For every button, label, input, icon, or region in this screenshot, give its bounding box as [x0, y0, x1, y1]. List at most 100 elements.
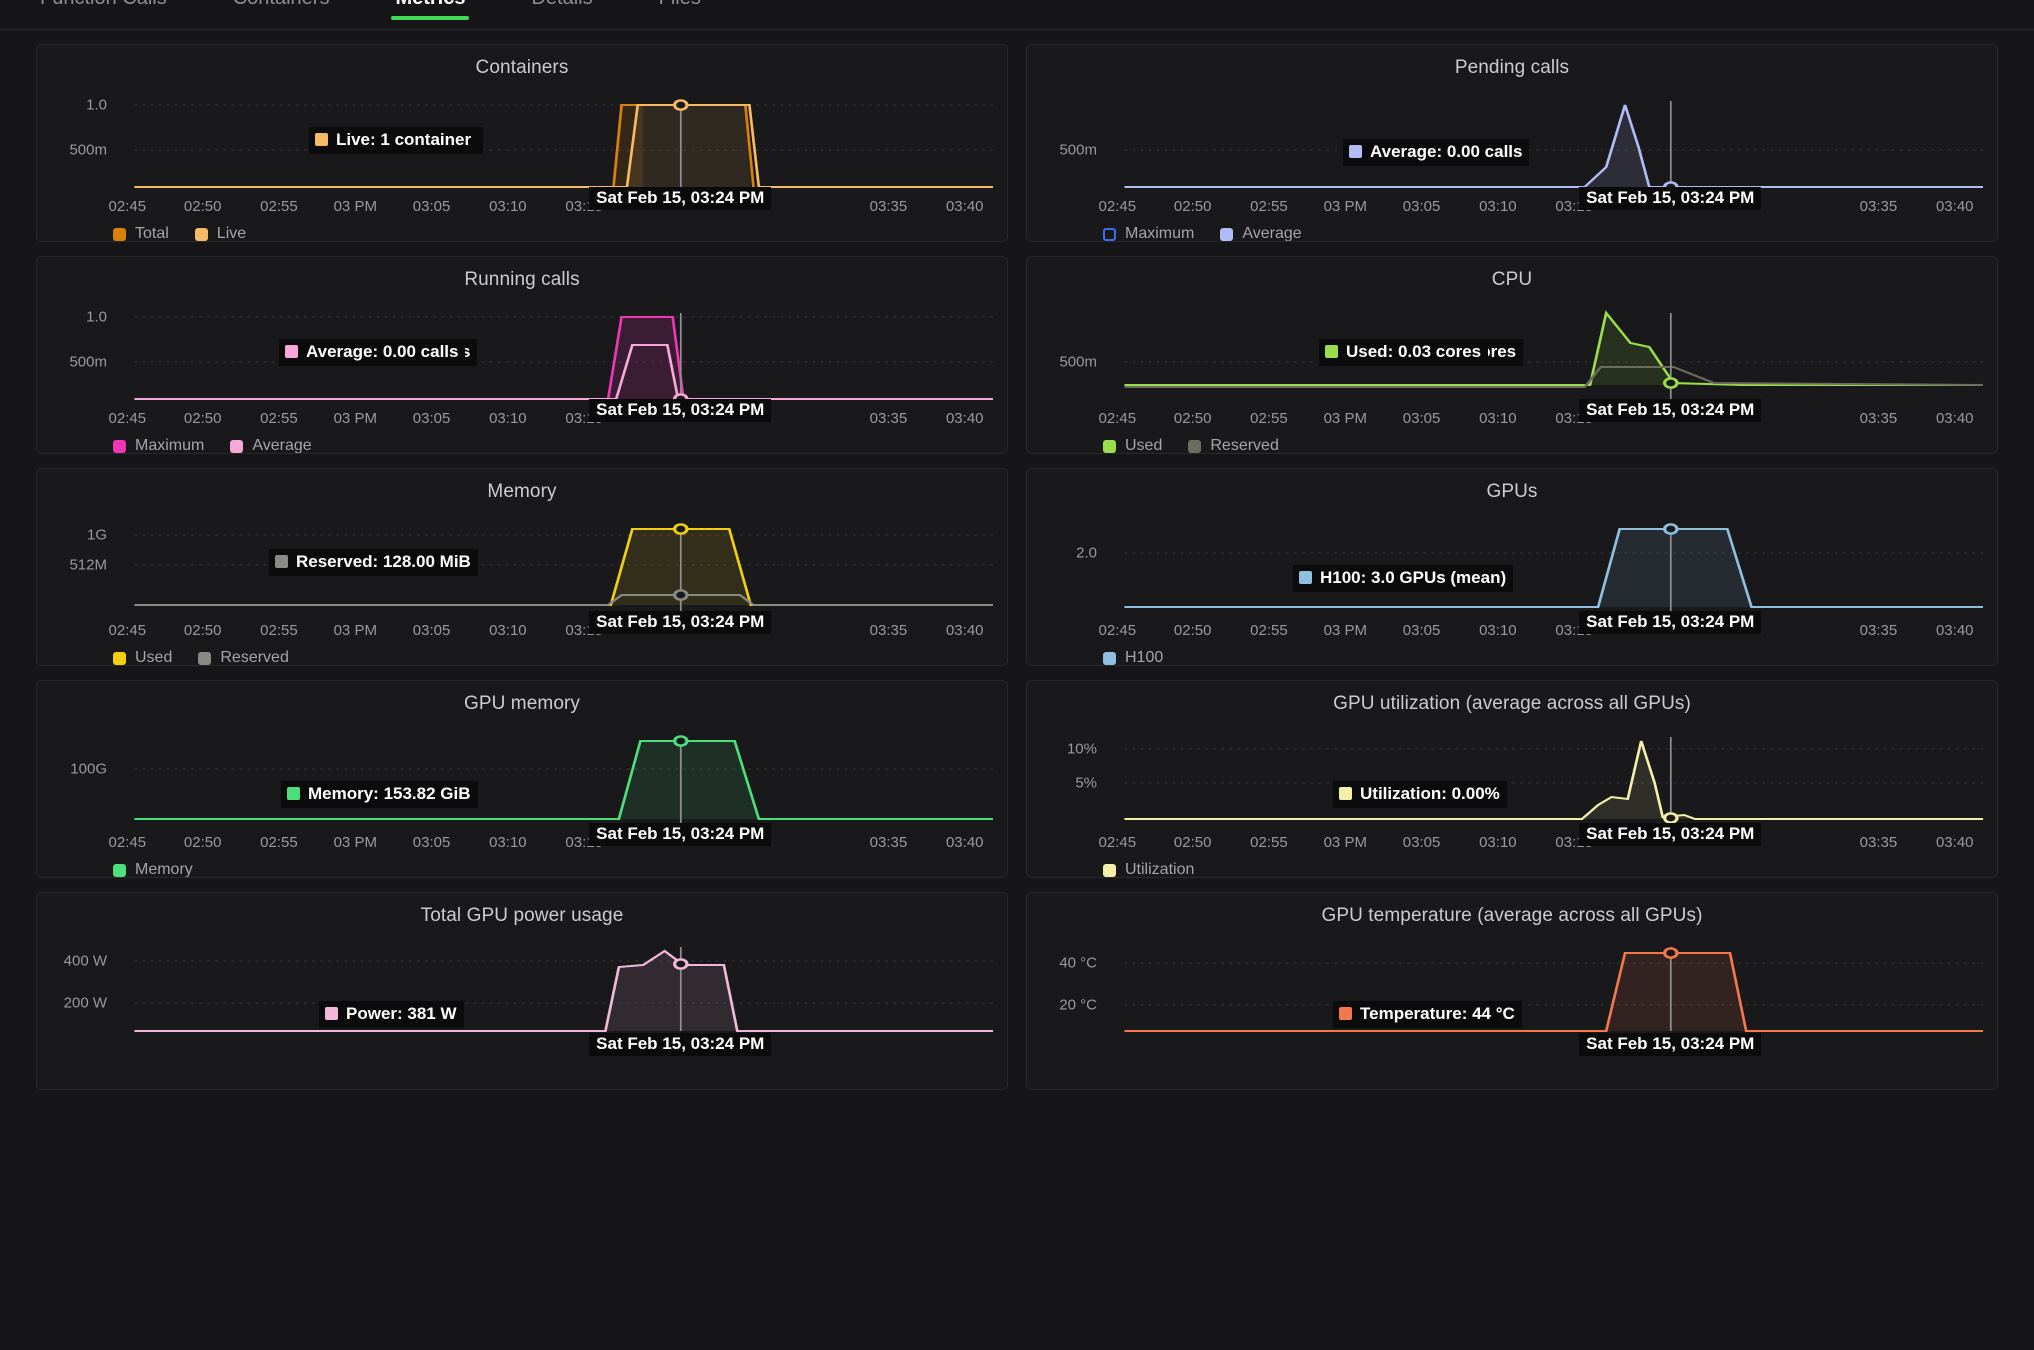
panel-running-calls[interactable]: Running calls 1.0 500m	[36, 256, 1008, 454]
tab-details[interactable]: Details	[527, 0, 596, 18]
legend-item-memory[interactable]: Memory	[113, 861, 193, 877]
panel-containers[interactable]: Containers 1.0 500m	[36, 44, 1008, 242]
legend-item-reserved[interactable]: Reserved	[1188, 437, 1279, 453]
panel-title: GPU utilization (average across all GPUs…	[1333, 693, 1691, 714]
legend: Used Reserved	[1027, 433, 1997, 453]
plot-area[interactable]: 10% 5% Utilization: 0.00% Sat Feb 15, 03…	[1041, 719, 1983, 846]
legend-swatch	[1103, 227, 1116, 241]
x-axis: 02:45 02:50 02:55 03 PM 03:05 03:10 03:1…	[108, 622, 984, 639]
y-axis: 500m	[1059, 353, 1097, 371]
plot-area[interactable]: 40 °C 20 °C Temperature: 44 °C Sat Feb 1…	[1041, 931, 1983, 1056]
series-swatch	[325, 1007, 338, 1021]
y-axis: 10% 5%	[1066, 740, 1097, 792]
legend-swatch	[113, 227, 126, 241]
plot-area[interactable]: 100G Memory: 153.82 GiB Sat Feb 15, 03:2…	[51, 719, 993, 846]
tooltip-average: Average: 0.00 calls	[279, 339, 466, 366]
x-axis: 02:45 02:50 02:55 03 PM 03:05 03:10 03:1…	[108, 834, 984, 851]
hover-timestamp: Sat Feb 15, 03:24 PM	[589, 399, 772, 422]
series-swatch	[1339, 1007, 1352, 1021]
hover-timestamp: Sat Feb 15, 03:24 PM	[589, 611, 772, 634]
tooltip-h100: H100: 3.0 GPUs (mean)	[1293, 565, 1514, 592]
plot-area[interactable]: 1.0 500m Maximum: 0.00 calls Average: 0.…	[51, 295, 993, 422]
hover-timestamp: Sat Feb 15, 03:24 PM	[1579, 823, 1762, 846]
tooltip-power: Power: 381 W	[319, 1001, 464, 1028]
series-swatch	[315, 133, 328, 147]
panel-title: GPU memory	[463, 693, 581, 714]
legend-swatch	[1103, 863, 1116, 877]
y-axis: 1.0 500m	[69, 96, 107, 159]
panel-gpu-memory[interactable]: GPU memory 100G Memory: 153.82 GiB	[36, 680, 1008, 878]
x-axis: 02:45 02:50 02:55 03 PM 03:05 03:10 03:1…	[1098, 198, 1974, 215]
legend-item-live[interactable]: Live	[194, 225, 246, 241]
plot-area[interactable]: 400 W 200 W Power: 381 W Sat Feb 15, 03:…	[51, 931, 993, 1056]
tab-containers[interactable]: Containers	[229, 0, 334, 18]
tooltip-average: Average: 0.00 calls	[1343, 139, 1530, 166]
plot-cpu	[1041, 295, 1983, 407]
series-swatch	[1325, 345, 1338, 359]
panel-title: CPU	[1491, 269, 1533, 290]
legend-item-maximum[interactable]: Maximum	[113, 437, 204, 453]
series-swatch	[1339, 787, 1352, 801]
panel-gpus[interactable]: GPUs 2.0 H100: 3.0 GPUs (mean)	[1026, 468, 1998, 666]
plot-gpu-temperature	[1041, 931, 1983, 1043]
y-axis: 400 W 200 W	[63, 952, 107, 1012]
x-axis: 02:45 02:50 02:55 03 PM 03:05 03:10 03:1…	[108, 410, 984, 427]
legend-swatch	[198, 651, 212, 665]
hover-timestamp: Sat Feb 15, 03:24 PM	[1579, 399, 1762, 422]
legend-item-used[interactable]: Used	[1103, 437, 1162, 453]
legend-swatch	[113, 651, 126, 665]
panel-memory[interactable]: Memory 1G 512M	[36, 468, 1008, 666]
legend: Memory	[37, 857, 1007, 877]
tab-bar: Function Calls Containers Metrics Detail…	[0, 0, 2034, 30]
panel-pending-calls[interactable]: Pending calls 500m Average: 0.00 calls	[1026, 44, 1998, 242]
legend-item-used[interactable]: Used	[113, 649, 172, 665]
panel-title: Memory	[487, 481, 557, 502]
legend-item-utilization[interactable]: Utilization	[1103, 861, 1194, 877]
legend-swatch	[113, 863, 126, 877]
legend: Utilization	[1027, 857, 1997, 877]
legend-swatch	[1103, 651, 1116, 665]
series-swatch	[1349, 145, 1362, 159]
y-axis: 2.0	[1076, 544, 1097, 562]
series-swatch	[275, 555, 288, 569]
panel-title: GPUs	[1486, 481, 1538, 502]
legend-item-maximum[interactable]: Maximum	[1103, 225, 1194, 241]
plot-area[interactable]: 1.0 500m Total: 1 container Live: 1 cont…	[51, 83, 993, 210]
plot-gpu-memory	[51, 719, 993, 831]
plot-area[interactable]: 500m Average: 0.00 calls Sat Feb 15, 03:…	[1041, 83, 1983, 210]
legend-item-h100[interactable]: H100	[1103, 649, 1163, 665]
legend-swatch	[113, 439, 126, 453]
tooltip-reserved: Reserved: 128.00 MiB	[269, 549, 478, 576]
plot-area[interactable]: 500m Reserved: 0.12 cores Used: 0.03 cor…	[1041, 295, 1983, 422]
tab-files[interactable]: Files	[655, 0, 705, 18]
plot-gpus	[1041, 507, 1983, 619]
series-swatch	[1299, 571, 1312, 585]
legend-item-average[interactable]: Average	[230, 437, 312, 453]
legend: Total Live	[37, 221, 1007, 241]
legend: Maximum Average	[37, 433, 1007, 453]
plot-area[interactable]: 1G 512M Used: 1.33 GiB Reserved: 128.00 …	[51, 507, 993, 634]
plot-memory	[51, 507, 993, 619]
plot-gpu-power	[51, 931, 993, 1043]
legend-item-total[interactable]: Total	[113, 225, 169, 241]
panel-title: Pending calls	[1454, 57, 1570, 78]
legend: Used Reserved	[37, 645, 1007, 665]
tab-function-calls[interactable]: Function Calls	[36, 0, 171, 18]
panel-gpu-temperature[interactable]: GPU temperature (average across all GPUs…	[1026, 892, 1998, 1090]
plot-area[interactable]: 2.0 H100: 3.0 GPUs (mean) Sat Feb 15, 03…	[1041, 507, 1983, 634]
x-axis	[51, 1043, 993, 1069]
metrics-grid: Containers 1.0 500m	[0, 30, 2034, 1090]
panel-title: Containers	[475, 57, 569, 78]
panel-gpu-power[interactable]: Total GPU power usage 400 W 200 W	[36, 892, 1008, 1090]
panel-gpu-utilization[interactable]: GPU utilization (average across all GPUs…	[1026, 680, 1998, 878]
x-axis: 02:45 02:50 02:55 03 PM 03:05 03:10 03:1…	[108, 198, 984, 215]
legend-item-average[interactable]: Average	[1220, 225, 1302, 241]
plot-running-calls	[51, 295, 993, 407]
plot-containers	[51, 83, 993, 195]
y-axis: 40 °C 20 °C	[1059, 954, 1097, 1014]
panel-cpu[interactable]: CPU 500m Reserved: 0.12 cores	[1026, 256, 1998, 454]
tooltip-live: Live: 1 container	[309, 127, 479, 154]
legend-swatch	[1188, 439, 1202, 453]
legend-item-reserved[interactable]: Reserved	[198, 649, 289, 665]
tab-metrics[interactable]: Metrics	[391, 0, 470, 20]
